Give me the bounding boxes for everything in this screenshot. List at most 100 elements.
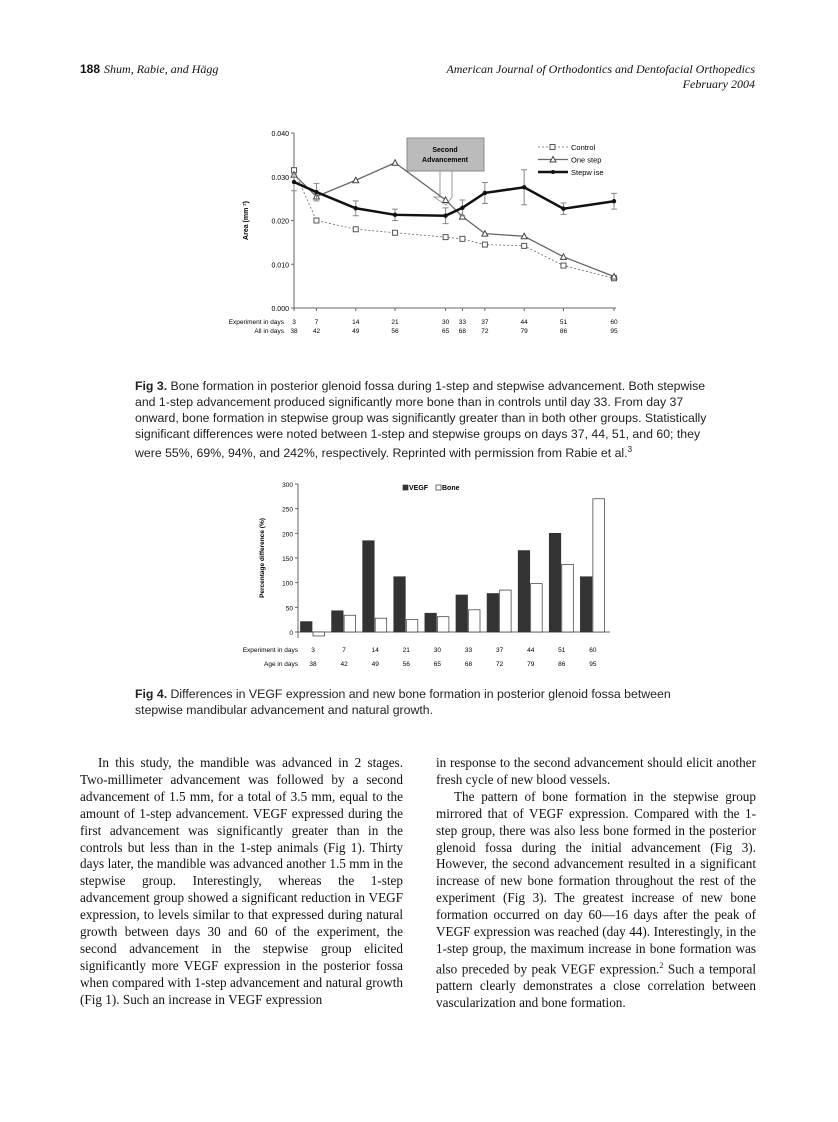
bar-vegf [517, 550, 531, 633]
data-point [521, 185, 527, 190]
bar-bone [561, 564, 574, 633]
bar-bone [530, 583, 543, 633]
x2-tick-label: 38 [290, 328, 298, 335]
x2-tick-label: 56 [391, 328, 399, 335]
citation-ref: 2 [659, 960, 664, 970]
x2-tick-label: 79 [521, 328, 529, 335]
legend-marker [551, 170, 555, 174]
data-point [559, 252, 568, 260]
x2-tick-label: 38 [309, 661, 317, 668]
fig3-caption-text: Bone formation in posterior glenoid foss… [135, 379, 707, 461]
y-tick-label: 0.030 [271, 175, 289, 182]
bar-vegf [424, 612, 437, 633]
bar-vegf [548, 532, 562, 633]
data-point [392, 212, 398, 218]
x-tick-label: 14 [352, 319, 360, 326]
y-tick-label: 0 [289, 630, 293, 637]
data-point [459, 235, 466, 242]
bar-vegf [455, 594, 468, 633]
paragraph: in response to the second advancement sh… [436, 755, 756, 787]
legend-swatch [435, 484, 442, 491]
bar-vegf [300, 621, 313, 633]
journal-name: American Journal of Orthodontics and Den… [446, 62, 755, 76]
row-label: Experiment in days [243, 647, 299, 654]
y-tick-label: 50 [286, 605, 294, 612]
x-tick-label: 30 [434, 647, 442, 654]
bar-bone [468, 609, 481, 633]
legend-label: Control [571, 143, 596, 152]
y-tick-label: 0.000 [271, 306, 289, 313]
row-label: Age in days [264, 661, 299, 668]
second-advancement-box [406, 137, 485, 172]
data-point [611, 199, 617, 204]
bar-vegf [331, 610, 344, 633]
x-tick-label: 3 [292, 319, 296, 326]
x-tick-label: 51 [558, 647, 566, 654]
x-tick-label: 21 [391, 319, 399, 326]
x2-tick-label: 68 [459, 328, 467, 335]
row-label: All in days [254, 328, 284, 335]
x2-tick-label: 49 [352, 328, 360, 335]
arrow-icon [432, 171, 453, 206]
data-point [443, 213, 448, 218]
bar-vegf [362, 540, 375, 633]
running-header-left: 188 Shum, Rabie, and Hägg [80, 62, 218, 77]
data-point [441, 195, 450, 203]
legend-label: Stepw ise [571, 168, 604, 177]
x-tick-label: 44 [521, 319, 529, 326]
x-tick-label: 7 [315, 319, 319, 326]
series-line-2 [293, 180, 615, 217]
x2-tick-label: 49 [372, 661, 380, 668]
legend-label: One step [571, 156, 601, 165]
x-tick-label: 21 [403, 647, 411, 654]
data-point [520, 232, 529, 240]
bar-bone [312, 631, 325, 637]
bar-vegf [393, 576, 406, 633]
bar-bone [374, 617, 388, 633]
legend-swatch [402, 484, 409, 491]
data-point [391, 158, 399, 166]
x-tick-label: 60 [610, 319, 618, 326]
fig4-caption-text: Differences in VEGF expression and new b… [135, 687, 671, 717]
data-point [392, 229, 399, 236]
data-point [314, 189, 319, 195]
x-tick-label: 14 [372, 647, 380, 654]
bar-bone [405, 619, 419, 633]
fig4-bar-chart: 300 250 200 150 100 50 0 Percentage difference … [243, 482, 610, 668]
annotation-label: Advancement [422, 157, 469, 164]
x-tick-label: 44 [527, 647, 535, 654]
row-label: Experiment in days [229, 319, 285, 326]
data-point [481, 229, 489, 237]
series-line-1 [293, 162, 615, 278]
data-point [353, 206, 358, 211]
legend-marker [549, 155, 557, 163]
x-tick-label: 3 [311, 647, 315, 654]
fig3-caption: Fig 3. Bone formation in posterior gleno… [135, 378, 707, 461]
y-axis-label: Area (mm ²) [243, 201, 250, 240]
x-tick-label: 60 [589, 647, 597, 654]
citation-ref: 3 [627, 445, 633, 454]
legend-marker [549, 144, 556, 150]
x2-tick-label: 72 [481, 328, 489, 335]
x2-tick-label: 56 [403, 661, 411, 668]
x-tick-label: 37 [496, 647, 504, 654]
x2-tick-label: 65 [434, 661, 442, 668]
legend-label: Bone [442, 485, 460, 492]
data-point [482, 190, 488, 196]
data-point [481, 241, 488, 248]
data-point [442, 234, 449, 241]
x-tick-label: 7 [342, 647, 346, 654]
authors: Shum, Rabie, and Hägg [104, 62, 219, 76]
body-column-right: in response to the second advancement sh… [436, 755, 756, 1012]
y-tick-label: 100 [282, 581, 293, 588]
y-tick-label: 250 [282, 507, 293, 514]
fig4-caption: Fig 4. Differences in VEGF expression an… [135, 686, 707, 718]
body-column-left: In this study, the mandible was advanced… [80, 755, 403, 1009]
series-line-0 [293, 170, 615, 279]
bar-bone [592, 498, 605, 633]
data-point [521, 242, 528, 249]
data-point [313, 217, 320, 224]
x2-tick-label: 86 [560, 328, 568, 335]
x2-tick-label: 42 [313, 328, 321, 335]
data-point [560, 262, 567, 269]
